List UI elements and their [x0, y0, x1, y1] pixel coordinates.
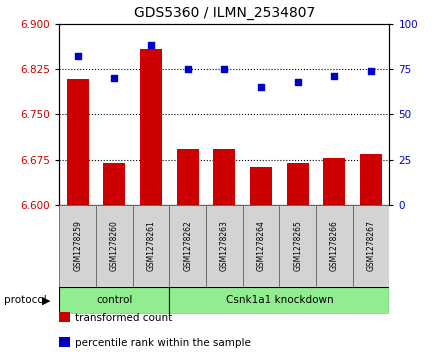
Bar: [177, 149, 199, 205]
Point: [367, 68, 374, 74]
Bar: [360, 154, 382, 205]
Point: [294, 79, 301, 85]
Text: GSM1278266: GSM1278266: [330, 220, 339, 272]
Text: GSM1278259: GSM1278259: [73, 220, 82, 272]
Text: protocol: protocol: [4, 295, 47, 305]
Text: Csnk1a1 knockdown: Csnk1a1 knockdown: [226, 295, 333, 305]
FancyBboxPatch shape: [316, 205, 353, 287]
Text: GSM1278265: GSM1278265: [293, 220, 302, 272]
FancyBboxPatch shape: [206, 205, 243, 287]
FancyBboxPatch shape: [169, 205, 206, 287]
Text: percentile rank within the sample: percentile rank within the sample: [75, 338, 251, 348]
Bar: [103, 163, 125, 205]
Text: GSM1278260: GSM1278260: [110, 220, 119, 272]
FancyBboxPatch shape: [353, 205, 389, 287]
Text: control: control: [96, 295, 132, 305]
Point: [257, 84, 264, 90]
Bar: [323, 158, 345, 205]
Text: ▶: ▶: [42, 295, 50, 305]
Title: GDS5360 / ILMN_2534807: GDS5360 / ILMN_2534807: [134, 6, 315, 20]
FancyBboxPatch shape: [133, 205, 169, 287]
Point: [331, 73, 338, 79]
Point: [111, 75, 118, 81]
Bar: [250, 167, 272, 205]
FancyBboxPatch shape: [59, 287, 169, 314]
Text: GSM1278264: GSM1278264: [257, 220, 266, 272]
Text: GSM1278267: GSM1278267: [367, 220, 376, 272]
FancyBboxPatch shape: [59, 205, 96, 287]
FancyBboxPatch shape: [243, 205, 279, 287]
FancyBboxPatch shape: [279, 205, 316, 287]
Text: GSM1278263: GSM1278263: [220, 220, 229, 272]
Point: [74, 53, 81, 59]
Text: transformed count: transformed count: [75, 313, 172, 323]
Point: [147, 42, 154, 48]
Text: GSM1278262: GSM1278262: [183, 221, 192, 271]
FancyBboxPatch shape: [96, 205, 133, 287]
Bar: [213, 149, 235, 205]
Bar: [67, 79, 89, 205]
Bar: [140, 49, 162, 205]
Text: GSM1278261: GSM1278261: [147, 221, 156, 271]
Point: [221, 66, 228, 72]
Point: [184, 66, 191, 72]
FancyBboxPatch shape: [169, 287, 389, 314]
Bar: [287, 163, 309, 205]
